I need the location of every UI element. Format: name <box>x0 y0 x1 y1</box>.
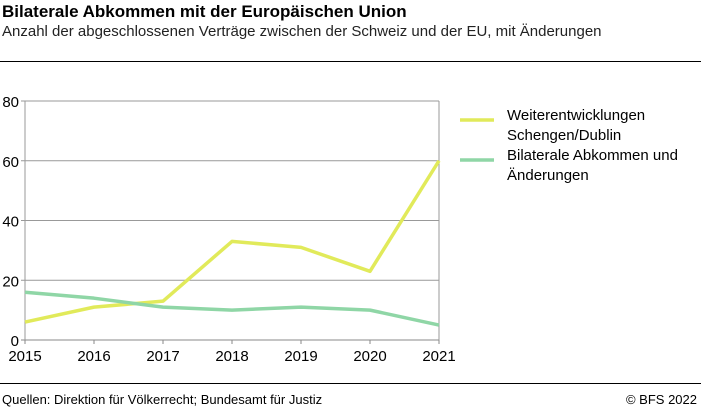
bottom-divider <box>0 383 701 384</box>
source-note: Quellen: Direktion für Völkerrecht; Bund… <box>2 392 323 407</box>
copyright: © BFS 2022 <box>625 392 697 407</box>
chart-subtitle: Anzahl der abgeschlossenen Verträge zwis… <box>2 23 602 40</box>
x-tick-label: 2019 <box>284 348 317 365</box>
y-tick-label: 80 <box>2 94 19 111</box>
legend-label: Weiterentwicklungen <box>507 107 645 124</box>
x-tick-label: 2017 <box>146 348 179 365</box>
y-tick-label: 40 <box>2 214 19 231</box>
x-tick-label: 2020 <box>353 348 386 365</box>
chart-title: Bilaterale Abkommen mit der Europäischen… <box>2 2 407 21</box>
legend-label: Bilaterale Abkommen und <box>507 147 678 164</box>
x-tick-label: 2018 <box>215 348 248 365</box>
legend-label: Schengen/Dublin <box>507 127 621 144</box>
x-tick-label: 2016 <box>77 348 110 365</box>
x-tick-label: 2015 <box>8 348 41 365</box>
y-tick-label: 0 <box>11 333 19 350</box>
y-tick-label: 60 <box>2 154 19 171</box>
y-tick-label: 20 <box>2 273 19 290</box>
top-divider <box>0 61 701 62</box>
legend-label: Änderungen <box>507 167 589 184</box>
x-tick-label: 2021 <box>422 348 455 365</box>
